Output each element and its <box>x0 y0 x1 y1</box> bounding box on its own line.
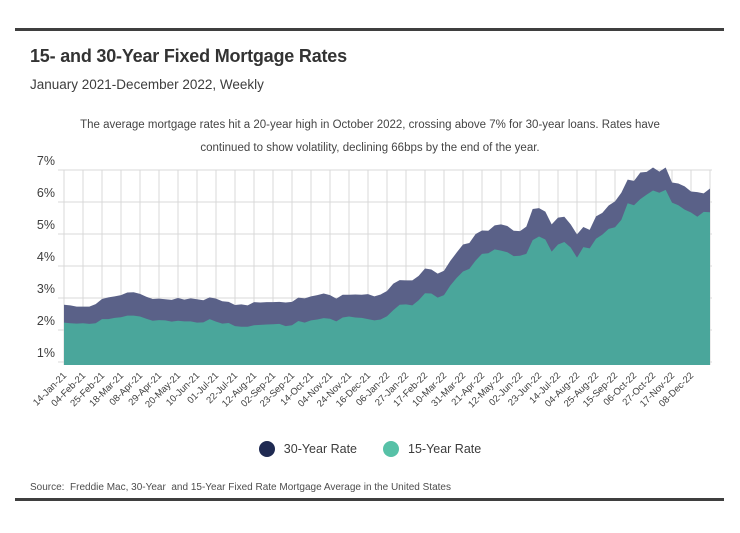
y-axis-tick-label: 1% <box>37 346 55 360</box>
chart-annotation-line2: continued to show volatility, declining … <box>200 142 540 154</box>
y-axis-tick-label: 4% <box>37 250 55 264</box>
chart-annotation-line1: The average mortgage rates hit a 20-year… <box>80 119 660 131</box>
y-axis-tick-label: 6% <box>37 186 55 200</box>
legend-label-30-year: 30-Year Rate <box>283 442 357 456</box>
top-divider <box>15 28 724 31</box>
page-subtitle: January 2021-December 2022, Weekly <box>30 77 264 92</box>
legend-label-15-year: 15-Year Rate <box>408 442 482 456</box>
legend-item-30-year: 30-Year Rate <box>258 441 357 457</box>
legend-item-15-year: 15-Year Rate <box>383 441 481 457</box>
source-note: Source: Freddie Mac, 30-Year and 15-Year… <box>30 482 451 493</box>
legend-swatch-15-year-icon <box>383 441 399 457</box>
y-axis-tick-label: 7% <box>37 154 55 168</box>
y-axis-tick-label: 5% <box>37 218 55 232</box>
page-title: 15- and 30-Year Fixed Mortgage Rates <box>30 46 347 66</box>
chart-annotation: The average mortgage rates hit a 20-year… <box>40 114 700 160</box>
y-axis-tick-label: 3% <box>37 282 55 296</box>
chart-legend: 30-Year Rate 15-Year Rate <box>0 441 740 457</box>
area-15-year-rate <box>64 189 710 365</box>
legend-swatch-30-year-icon <box>258 441 275 457</box>
bottom-divider <box>15 498 724 501</box>
y-axis-tick-label: 2% <box>37 314 55 328</box>
